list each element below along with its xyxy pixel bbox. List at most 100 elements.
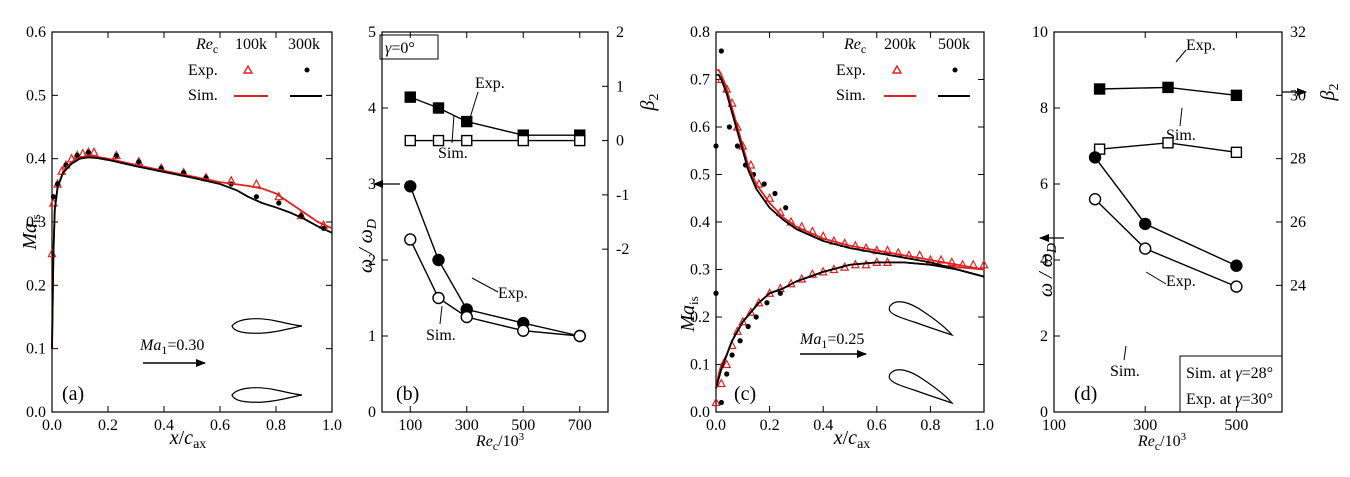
panel-b-series-0-point	[461, 115, 473, 128]
panel-d-ytick-label: 8	[1040, 100, 1048, 117]
panel-d-xtick-label: 300	[1133, 417, 1157, 434]
panel-a-series-1-point	[253, 194, 259, 200]
panel-b-series-3-point	[517, 324, 530, 337]
panel-b-y2tick-label: 1	[616, 78, 624, 95]
panel-b-y2tick-label: -2	[616, 241, 629, 258]
panel-c-series-1-point	[746, 306, 756, 316]
panel-d-y2label: β2	[1317, 84, 1342, 102]
panel-d-y2tick-label: 32	[1290, 24, 1306, 41]
legend-a-header: Rec	[195, 36, 218, 56]
panel-c-series-3-point	[737, 338, 743, 344]
panel-d-series-2-point	[1138, 217, 1152, 231]
panel-d-series-3-point	[1088, 192, 1102, 206]
panel-c-series-3-point	[753, 314, 759, 320]
panel-c-series-3-point	[724, 371, 730, 377]
panel-d-leader-sim-omega	[1123, 345, 1127, 361]
panel-a-xtick-label: 0.6	[210, 417, 230, 434]
panel-d-legend-line1: Sim. at γ=28°	[1186, 365, 1273, 382]
panel-a-xtick-label: 0.8	[266, 417, 286, 434]
panel-c-series-0-point	[979, 259, 989, 269]
panel-c-series-3-point	[764, 300, 770, 306]
panel-d-series-0-point	[1230, 89, 1243, 102]
panel-b-xlabel: Rec/103	[475, 431, 525, 453]
legend-c-marker-exp200	[891, 64, 903, 74]
panel-c-inlet-mach: Ma1=0.25	[799, 331, 864, 351]
panel-c-series-0-point	[882, 245, 893, 255]
panel-c-series-0-point	[947, 257, 957, 266]
panel-c-ytick-label: 0.4	[690, 214, 710, 231]
panel-c-series-0-point	[936, 254, 946, 264]
panel-c-label: (c)	[734, 383, 756, 405]
panel-a-xtick-label: 0.0	[42, 417, 62, 434]
legend-c-header: Rec	[843, 36, 866, 56]
panel-b: ω / ωD β2 Rec/103 (b) γ=0° Exp. Sim. Exp…	[355, 34, 662, 453]
panel-c-series-2-point	[783, 205, 789, 211]
panel-b-frame	[381, 31, 609, 413]
legend-c-row2: Sim.	[836, 87, 866, 104]
panel-d-xlabel: Rec/103	[1137, 431, 1187, 453]
panel-d-series-3-point	[1138, 242, 1152, 255]
panel-d-series-2-line	[1094, 156, 1237, 267]
panel-a-series-1-point	[74, 152, 80, 159]
panel-a-series-1-point	[50, 194, 57, 200]
panel-a-series-1-point	[136, 159, 142, 165]
panel-a-series-1-point	[276, 200, 282, 206]
panel-a-series-0-point	[251, 178, 261, 188]
panel-b-angle-text: γ=0°	[385, 40, 415, 57]
panel-c-series-2-point	[713, 143, 719, 149]
panel-b-label-exp-beta: Exp.	[475, 75, 505, 92]
panel-d-y2tick-label: 24	[1290, 277, 1306, 294]
panel-a-label: (a)	[62, 383, 84, 405]
blade-sketch-2	[888, 369, 954, 405]
panel-c-xtick-label: 0.4	[813, 417, 833, 434]
panel-b-y2tick-label: -1	[616, 187, 629, 204]
panel-a: Mais x/cax (a) Rec 100k 300k Exp. Sim. M…	[19, 36, 322, 452]
panel-c-xlabel: x/cax	[833, 427, 871, 452]
panel-a-ytick-label: 0.1	[26, 341, 46, 358]
panel-b-series-3-point	[573, 329, 586, 343]
chart-marks: 0.0 0.2 0.4 0.6 0.8 1.0 0.0 0.1 0.2 0.3 0.4 0.5 0.6 1…	[26, 24, 1306, 434]
panel-c-series-5-line	[715, 261, 985, 389]
panel-c-series-3-point	[713, 290, 719, 296]
panel-a-series-2-line	[51, 155, 333, 349]
panel-c-xtick-label: 0.8	[920, 417, 940, 434]
panel-b-y2tick-label: 0	[616, 133, 624, 150]
panel-b-series-3-point	[404, 233, 417, 246]
legend-a-col2: 300k	[288, 36, 320, 53]
panel-c-ytick-label: 0.6	[690, 119, 710, 136]
panel-b-y2tick-label: 2	[616, 24, 624, 41]
panel-d-series-0-point	[1162, 81, 1174, 94]
panel-b-leader-exp-beta	[469, 91, 479, 119]
panel-b-series-3-point	[432, 291, 445, 305]
panel-d-series-1-point	[1162, 137, 1174, 149]
panel-c-series-2-point	[718, 48, 724, 54]
panel-d-label-exp-beta: Exp.	[1186, 37, 1216, 54]
panel-c-series-1-point	[807, 268, 818, 278]
panel-c-ytick-label: 0.2	[690, 309, 710, 326]
panel-c-series-3-point	[777, 290, 783, 296]
panel-b-leader-sim-omega	[439, 305, 443, 325]
panel-b-ytick-label: 4	[368, 100, 376, 117]
panel-c-xtick-label: 1.0	[974, 417, 994, 434]
panel-a-xtick-label: 1.0	[322, 417, 342, 434]
panel-c-series-3-point	[718, 399, 724, 406]
panel-b-ytick-label: 0	[368, 404, 376, 421]
panel-d-legend-line2: Exp. at γ=30°	[1186, 391, 1273, 408]
panel-b-angle-box	[379, 34, 439, 60]
panel-d-series-2-point	[1230, 259, 1243, 272]
panel-d-xtick-label: 100	[1042, 417, 1066, 434]
panel-d-y2tick-label: 30	[1290, 87, 1306, 104]
panel-c-series-2-point	[734, 143, 741, 149]
panel-d-y2tick-label: 28	[1290, 151, 1306, 168]
panel-b-label-sim-beta: Sim.	[438, 145, 468, 162]
panel-b-leader-exp-omega	[471, 277, 499, 293]
panel-c-series-6-line	[716, 73, 985, 278]
panel-a-ytick-label: 0.6	[26, 24, 46, 41]
panel-b-ytick-label: 1	[368, 328, 376, 345]
panel-d-ytick-label: 0	[1040, 404, 1048, 421]
panel-c-ytick-label: 0.7	[690, 72, 710, 89]
panel-b-series-1-point	[404, 134, 416, 147]
panel-c-ytick-label: 0.1	[690, 357, 710, 374]
panel-c-series-3-point	[729, 352, 735, 358]
panel-c-series-4-line	[716, 69, 985, 271]
